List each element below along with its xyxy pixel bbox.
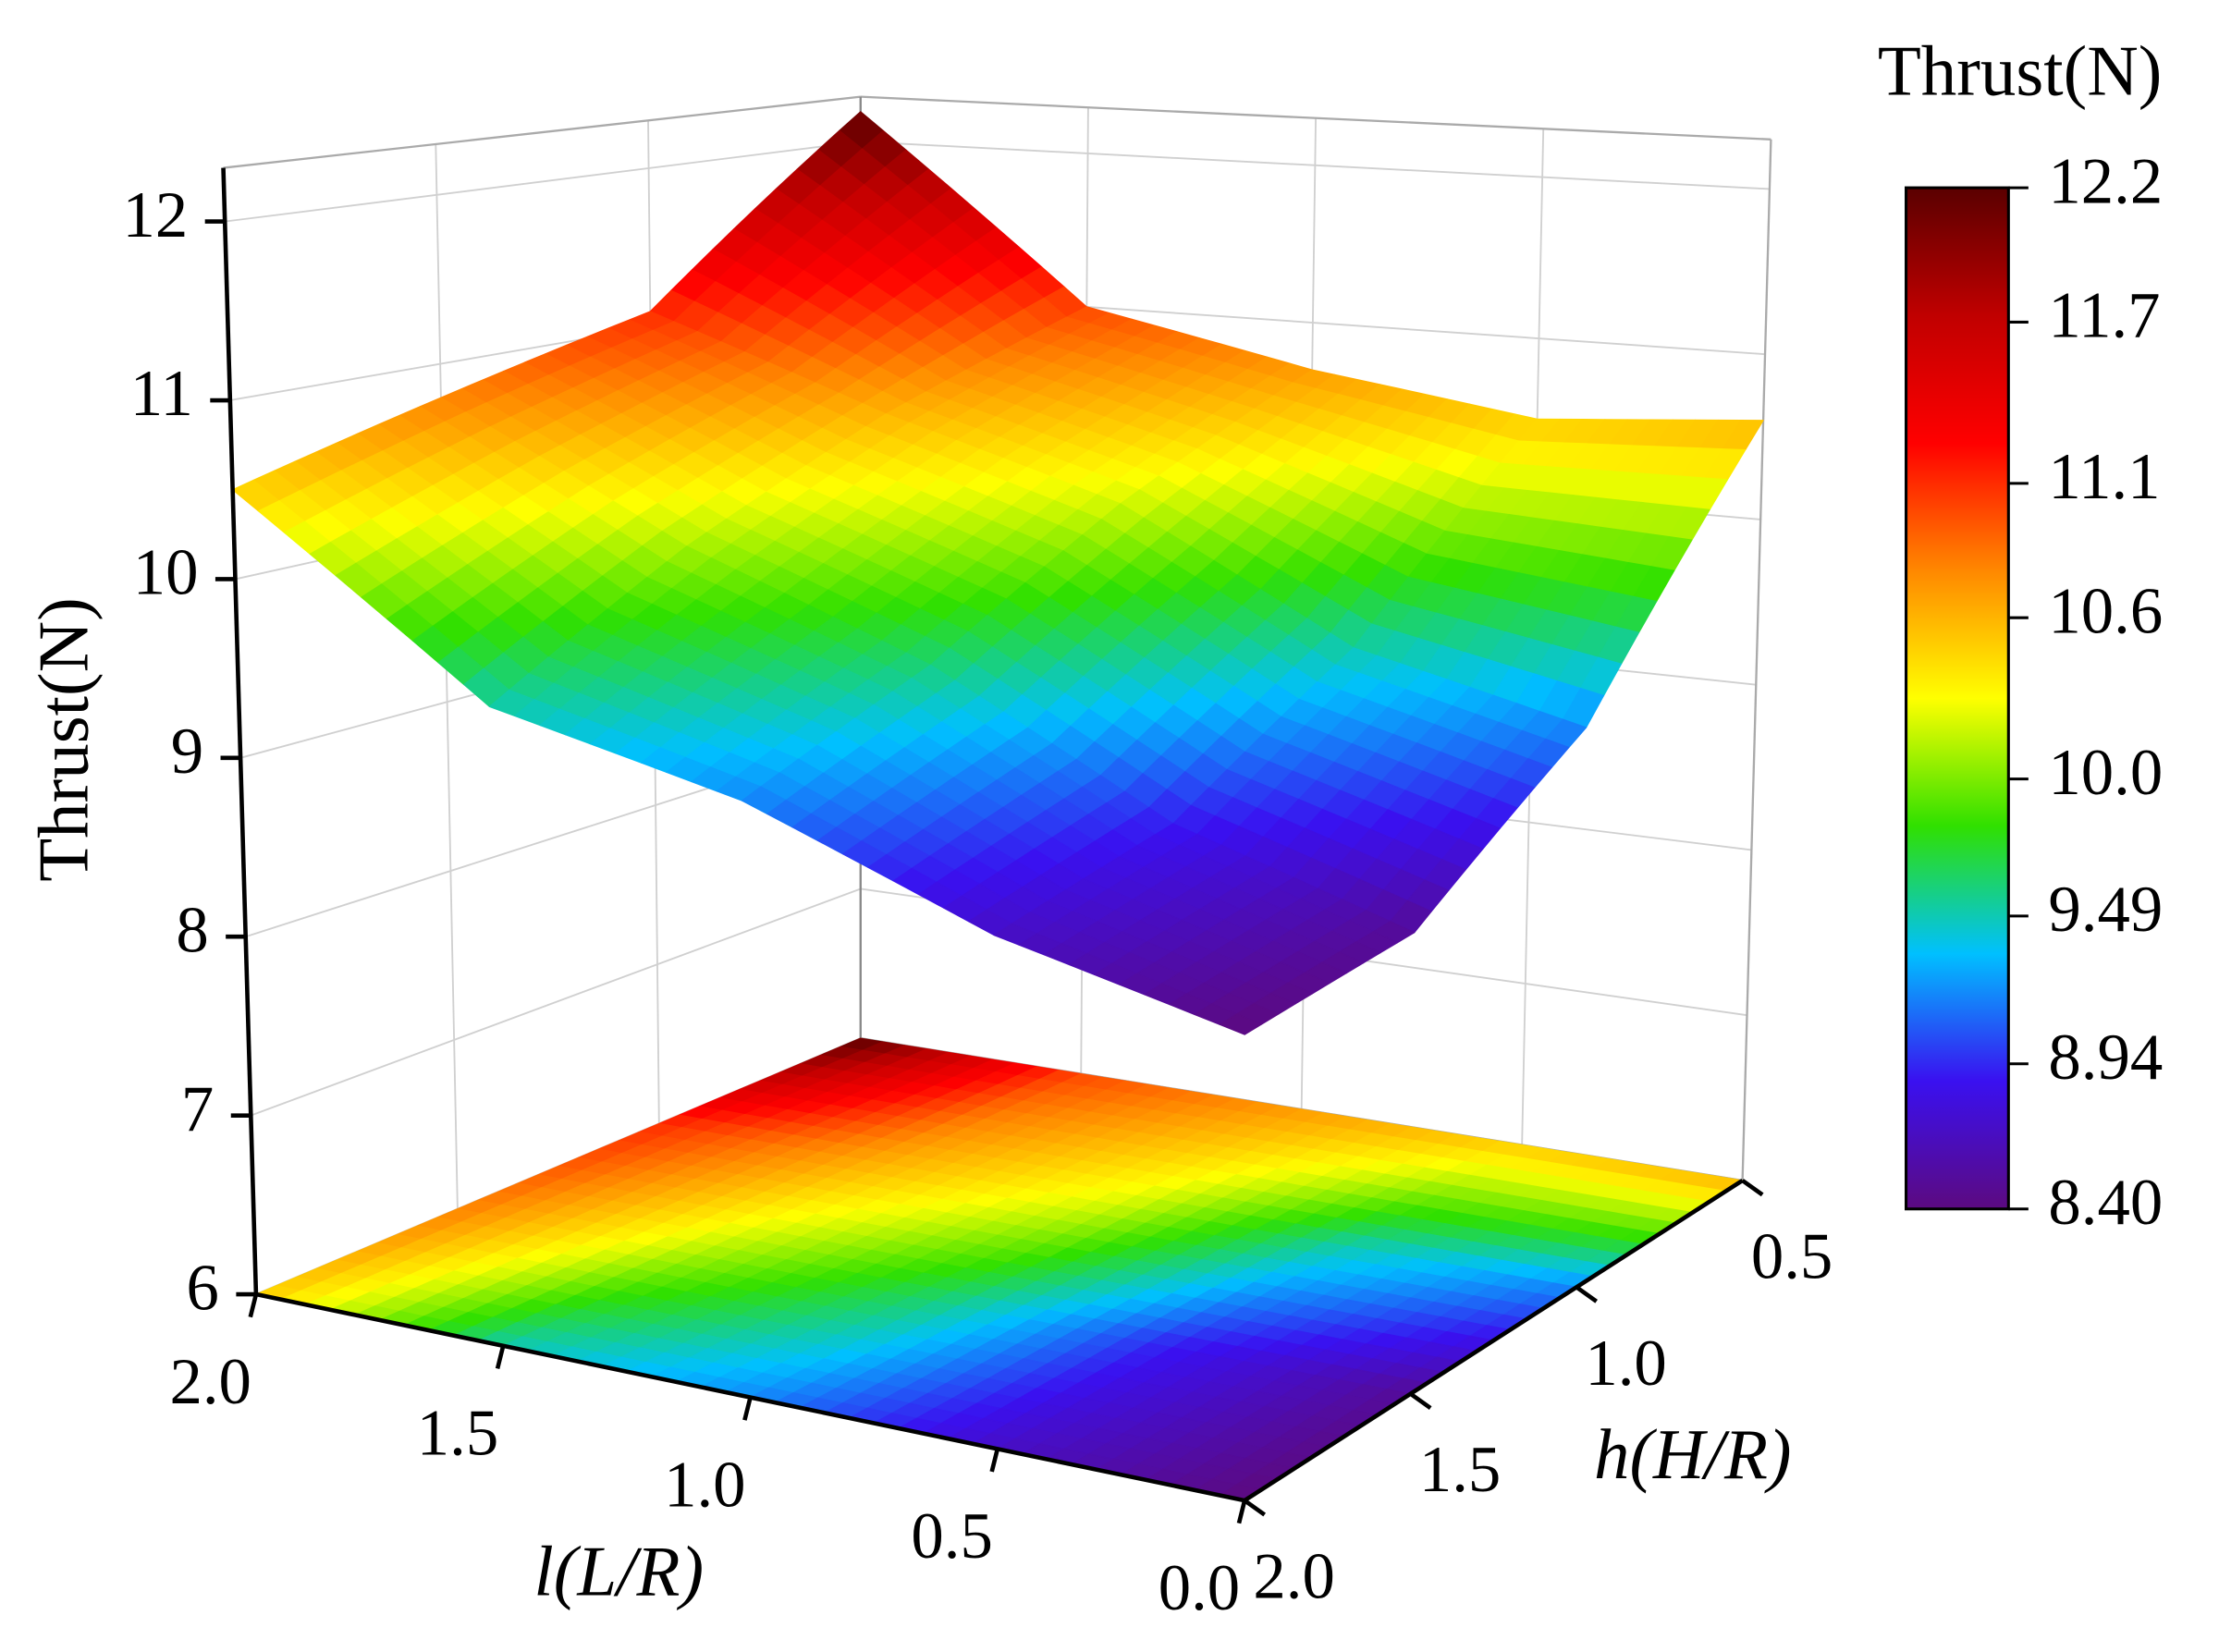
colorbar-tick-label: 11.7 xyxy=(2048,280,2160,352)
y-tick-label: 0.5 xyxy=(1751,1220,1833,1292)
z-tick-label: 8 xyxy=(176,894,208,966)
z-tick-label: 11 xyxy=(130,358,193,430)
colorbar-tick-label: 10.6 xyxy=(2048,575,2163,647)
colorbar-tick-label: 11.1 xyxy=(2048,441,2160,513)
grid-line xyxy=(435,143,459,1209)
colorbar-tick-label: 12.2 xyxy=(2048,145,2163,217)
colorbar-tick-label: 8.94 xyxy=(2048,1022,2163,1094)
x-tick xyxy=(989,1448,1000,1473)
colorbar-title: Thrust(N) xyxy=(1878,31,2163,110)
grid-line xyxy=(250,887,862,1117)
z-axis xyxy=(221,167,259,1295)
grid-line xyxy=(225,141,861,223)
z-tick-label: 10 xyxy=(133,537,199,609)
x-tick xyxy=(1236,1499,1247,1524)
x-tick xyxy=(248,1293,259,1318)
y-tick xyxy=(1409,1391,1432,1410)
wall-edge xyxy=(223,95,861,169)
y-tick-label: 2.0 xyxy=(1253,1541,1334,1613)
x-tick-label: 1.0 xyxy=(664,1449,745,1521)
colorbar-tick-label: 9.49 xyxy=(2048,874,2163,946)
z-tick-label: 12 xyxy=(122,179,188,251)
x-tick-label: 0.0 xyxy=(1159,1552,1240,1624)
z-tick-label: 7 xyxy=(181,1073,214,1145)
x-tick-label: 2.0 xyxy=(169,1346,251,1418)
y-tick xyxy=(1243,1499,1267,1517)
z-axis-label: Thrust(N) xyxy=(24,597,104,882)
wall-edge xyxy=(1741,139,1772,1181)
z-tick-label: 9 xyxy=(171,716,203,788)
z-tick-label: 6 xyxy=(187,1252,219,1324)
y-tick xyxy=(1741,1179,1764,1197)
y-tick-label: 1.5 xyxy=(1419,1434,1501,1506)
wall-edge xyxy=(860,95,1772,141)
x-axis-label: l(L/R) xyxy=(533,1531,704,1610)
y-tick xyxy=(1575,1285,1599,1303)
x-tick-label: 1.5 xyxy=(417,1398,498,1470)
x-tick xyxy=(495,1345,506,1369)
colorbar xyxy=(1905,186,2010,1211)
y-axis-label: h(H/R) xyxy=(1594,1414,1792,1494)
y-tick-label: 1.0 xyxy=(1585,1328,1666,1400)
colorbar-tick-label: 10.0 xyxy=(2048,737,2163,809)
colorbar-axis: 8.40 8.94 9.49 10.0 10.6 11.1 11.7 12.2 xyxy=(2008,145,2163,1239)
colorbar-tick-label: 8.40 xyxy=(2048,1167,2163,1239)
x-tick xyxy=(742,1397,753,1421)
floor-projection xyxy=(255,1037,1744,1501)
surface-patch xyxy=(1219,1013,1263,1035)
x-tick-label: 0.5 xyxy=(911,1500,992,1572)
y-axis xyxy=(1243,1179,1744,1503)
surface xyxy=(232,111,1764,1035)
